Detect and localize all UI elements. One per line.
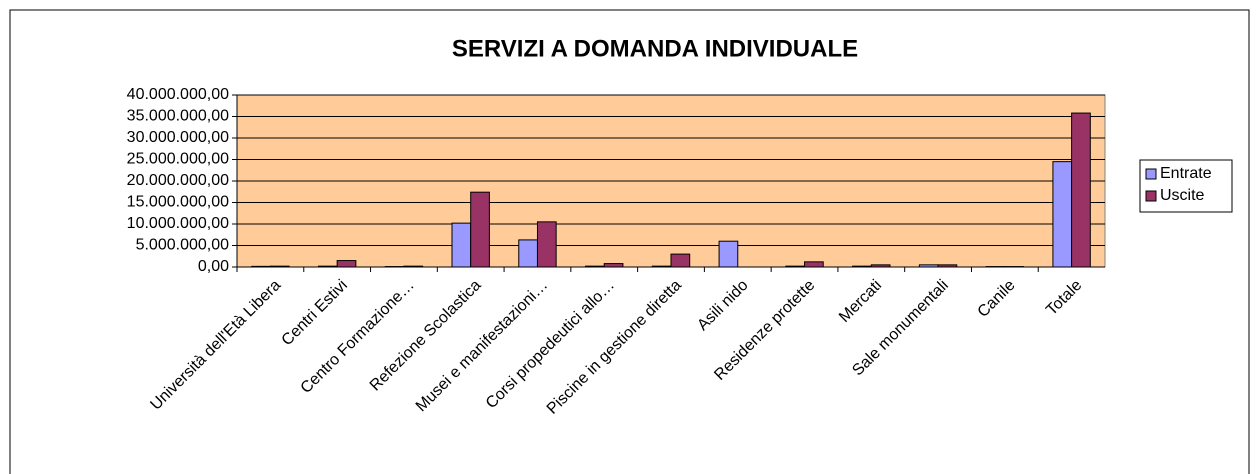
- y-tick-label: 15.000.000,00: [127, 194, 229, 211]
- y-tick-label: 40.000.000,00: [127, 86, 229, 103]
- legend-swatch: [1145, 190, 1157, 202]
- legend-label: Entrate: [1160, 165, 1212, 182]
- bar: [603, 263, 624, 268]
- bar: [470, 191, 490, 268]
- y-tick-label: 20.000.000,00: [127, 172, 229, 189]
- y-tick-label: 35.000.000,00: [127, 108, 229, 125]
- y-tick-label: 0,00: [198, 258, 229, 275]
- chart-title: SERVIZI A DOMANDA INDIVIDUALE: [452, 35, 858, 62]
- y-tick-label: 30.000.000,00: [127, 129, 229, 146]
- bar: [518, 239, 538, 268]
- bar: [718, 240, 739, 268]
- bar: [1071, 112, 1091, 268]
- bar: [804, 261, 824, 268]
- bar: [670, 253, 691, 268]
- bar: [536, 221, 557, 268]
- legend-label: Uscite: [1160, 187, 1205, 204]
- bar: [336, 260, 357, 268]
- y-tick-label: 5.000.000,00: [136, 237, 230, 254]
- y-tick-label: 25.000.000,00: [127, 151, 229, 168]
- bar: [1052, 161, 1073, 268]
- bar: [451, 222, 472, 268]
- legend-swatch: [1145, 168, 1157, 180]
- y-tick-label: 10.000.000,00: [127, 215, 229, 232]
